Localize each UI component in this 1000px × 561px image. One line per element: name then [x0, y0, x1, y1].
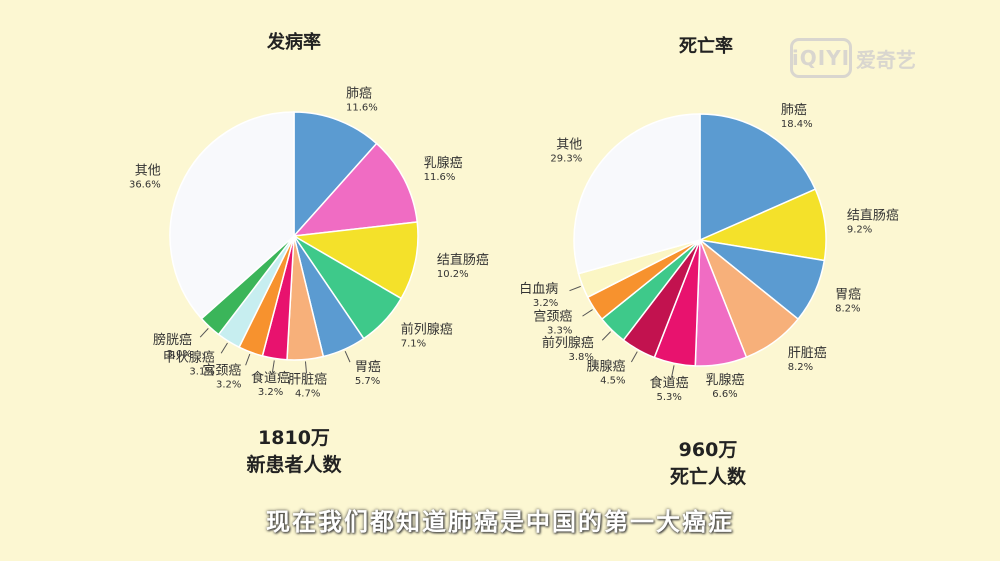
incidence-slice-value-5: 4.7% [295, 388, 320, 399]
video-subtitle: 现在我们都知道肺癌是中国的第一大癌症 [266, 508, 734, 536]
mortality-slice-label-7: 前列腺癌 [542, 335, 594, 351]
mortality-slice-value-4: 6.6% [712, 389, 737, 400]
incidence-leader-5 [304, 361, 308, 374]
mortality-slice-label-6: 胰腺癌 [587, 359, 626, 375]
mortality-slice-10 [573, 113, 701, 275]
mortality-slice-label-10: 其他 [556, 137, 582, 152]
mortality-slice-value-6: 4.5% [600, 376, 625, 387]
incidence-leader-6 [271, 360, 275, 373]
mortality-slice-label-5: 食道癌 [650, 375, 689, 391]
mortality-slice-value-1: 9.2% [847, 224, 872, 235]
mortality-slice-value-7: 3.8% [568, 352, 593, 363]
incidence-leader-7 [245, 353, 251, 366]
mortality-total: 960万 [678, 439, 738, 461]
incidence-slice-label-3: 前列腺癌 [401, 322, 453, 338]
mortality-leader-6 [630, 351, 638, 363]
mortality-total-label: 死亡人数 [669, 466, 746, 488]
mortality-slice-label-3: 肝脏癌 [788, 345, 827, 361]
mortality-slice-value-10: 29.3% [550, 153, 582, 164]
iqiyi-logo: iQIYI 爱奇艺 [790, 38, 916, 78]
mortality-chart-title: 死亡率 [679, 35, 733, 57]
incidence-slice-label-9: 膀胱癌 [153, 332, 192, 348]
mortality-leader-5 [671, 365, 675, 378]
mortality-leader-9 [569, 285, 581, 292]
mortality-slice-value-9: 3.2% [533, 298, 558, 309]
incidence-leader-4 [344, 350, 351, 363]
mortality-slice-label-2: 胃癌 [835, 286, 861, 302]
mortality-leader-7 [601, 331, 611, 341]
incidence-pie-chart: 肺癌11.6%乳腺癌11.6%结直肠癌10.2%前列腺癌7.1%胃癌5.7%肝脏… [129, 86, 489, 400]
incidence-slice-value-3: 7.1% [401, 339, 426, 350]
incidence-slice-label-1: 乳腺癌 [424, 155, 463, 171]
incidence-slice-label-7: 宫颈癌 [202, 362, 241, 378]
incidence-slice-10 [169, 111, 295, 320]
mortality-slice-label-0: 肺癌 [781, 102, 807, 118]
mortality-slice-0 [699, 113, 817, 242]
incidence-slice-label-2: 结直肠癌 [437, 252, 489, 268]
incidence-slice-label-10: 其他 [135, 163, 161, 178]
mortality-slice-value-5: 5.3% [656, 392, 681, 403]
incidence-slice-2 [291, 221, 419, 300]
mortality-slice-value-0: 18.4% [781, 119, 813, 130]
incidence-total: 1810万 [258, 427, 330, 449]
mortality-leader-8 [582, 309, 593, 317]
incidence-slice-value-7: 3.2% [216, 379, 241, 390]
mortality-slice-value-8: 3.3% [547, 326, 572, 337]
incidence-slice-label-0: 肺癌 [346, 86, 372, 102]
mortality-slice-value-2: 8.2% [835, 303, 860, 314]
incidence-slice-value-9: 3.0% [167, 349, 192, 360]
incidence-slice-label-5: 肝脏癌 [288, 371, 327, 387]
mortality-slice-label-4: 乳腺癌 [705, 372, 744, 388]
mortality-slice-label-9: 白血病 [519, 281, 558, 297]
iqiyi-logo-text: 爱奇艺 [856, 47, 916, 72]
incidence-slice-value-8: 3.1% [189, 366, 214, 377]
incidence-slice-value-4: 5.7% [355, 376, 380, 387]
incidence-slice-0 [293, 111, 378, 238]
incidence-total-label: 新患者人数 [246, 454, 342, 476]
mortality-slice-label-1: 结直肠癌 [847, 207, 899, 223]
incidence-slice-value-0: 11.6% [346, 103, 378, 114]
incidence-slice-1 [292, 142, 419, 237]
incidence-slice-label-4: 胃癌 [355, 359, 381, 375]
mortality-caption: 960万 死亡人数 [618, 437, 798, 491]
incidence-slice-label-8: 甲状腺癌 [163, 349, 215, 365]
incidence-slice-value-6: 3.2% [258, 387, 283, 398]
incidence-slice-value-2: 10.2% [437, 269, 469, 280]
incidence-caption: 1810万 新患者人数 [204, 425, 384, 479]
mortality-pie-chart: 肺癌18.4%结直肠癌9.2%胃癌8.2%肝脏癌8.2%乳腺癌6.6%食道癌5.… [519, 102, 899, 403]
incidence-leader-9 [199, 328, 209, 338]
incidence-slice-value-10: 36.6% [129, 179, 161, 190]
mortality-slice-value-3: 8.2% [788, 362, 813, 373]
incidence-chart-title: 发病率 [266, 31, 321, 53]
mortality-slice-label-8: 宫颈癌 [533, 309, 572, 325]
incidence-leader-8 [220, 342, 228, 354]
iqiyi-logo-mark: iQIYI [790, 38, 852, 78]
incidence-slice-value-1: 11.6% [424, 172, 456, 183]
incidence-slice-label-6: 食道癌 [251, 370, 290, 386]
